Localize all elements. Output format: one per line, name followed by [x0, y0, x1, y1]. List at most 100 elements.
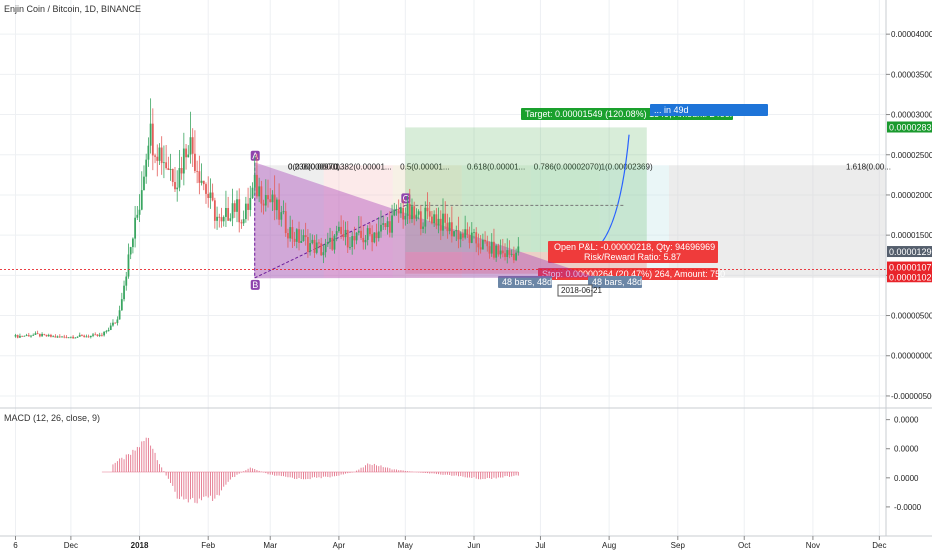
candle-body [473, 232, 475, 234]
candle-body [295, 229, 298, 242]
candle-body [165, 162, 168, 169]
candle-body [428, 211, 431, 217]
candle-body [331, 237, 334, 250]
bars-right-label-box [588, 276, 642, 288]
candle-body [81, 334, 83, 336]
candle-body [36, 333, 39, 335]
candle-body [464, 229, 467, 238]
candle-body [85, 336, 88, 338]
candle-body [207, 193, 210, 198]
candle-body [213, 200, 216, 221]
candle-body [293, 238, 296, 242]
candle-body [291, 227, 294, 239]
fib-level-label: 0.618(0.00001... [467, 162, 525, 171]
price-axis: 0.00004000 0.00003500 0.00003000 0.00002500… [885, 0, 932, 536]
macd-tick-label: 0.0000 [894, 445, 919, 454]
candle-body [479, 247, 482, 250]
candle-body [72, 336, 74, 339]
candle-body [198, 171, 201, 183]
candle-body [158, 147, 161, 161]
target-zone [405, 127, 647, 253]
triangle-point-marker [250, 279, 260, 290]
candle-body [180, 168, 183, 174]
candle-body [267, 194, 269, 200]
candle-body [149, 123, 152, 146]
candle-body [400, 207, 402, 214]
candle-body [38, 334, 41, 337]
candle-body [369, 228, 371, 235]
candle-body [251, 187, 254, 198]
candle-body [156, 156, 159, 161]
candle-body [411, 206, 413, 220]
candle-body [326, 241, 329, 245]
time-tick-label: 6 [13, 541, 18, 550]
candle-body [282, 211, 285, 213]
candle-body [402, 207, 405, 220]
candle-body [315, 242, 318, 253]
candle-body [21, 335, 24, 337]
candle-body [490, 241, 493, 254]
candle-body [360, 230, 362, 238]
triangle-point-marker [401, 193, 411, 204]
candle-body [151, 123, 154, 156]
candle-body [426, 207, 429, 212]
price-tick-label: 0.00000500 [891, 312, 932, 321]
candle-body [510, 253, 513, 255]
price-tick-label: 0.00002000 [891, 191, 932, 200]
candle-body [462, 233, 464, 238]
candle-body [508, 250, 511, 255]
candle-body [435, 214, 438, 226]
candle-body [107, 329, 110, 332]
candle-body [404, 215, 407, 220]
candle-body [134, 217, 137, 239]
candle-body [433, 214, 436, 224]
price-badge [887, 261, 932, 273]
candle-body [355, 232, 358, 241]
candle-body [499, 250, 502, 255]
fib-level-label: 1(0.00002369) [601, 162, 653, 171]
candle-body [25, 335, 28, 336]
target-label: Target: 0.00001549 (120.08%) 1549, Amoun… [525, 109, 742, 119]
candle-body [439, 218, 442, 231]
stop-label: Stop: 0.00000264 (20.47%) 264, Amount: 7… [542, 269, 725, 279]
candle-body [120, 299, 123, 311]
candle-body [63, 336, 66, 338]
candle-body [349, 246, 351, 248]
candle-body [174, 182, 176, 190]
candle-body [54, 336, 57, 338]
candle-body [61, 336, 63, 338]
candle-body [340, 226, 343, 235]
candle-body [98, 334, 101, 336]
candle-body [298, 229, 300, 243]
candle-body [127, 254, 130, 277]
candle-body [377, 231, 380, 239]
candle-body [278, 199, 280, 220]
candle-body [446, 222, 449, 232]
candle-body [202, 180, 205, 185]
grid-lines [0, 0, 886, 536]
candle-body [100, 334, 103, 336]
candle-body [103, 331, 106, 336]
candle-body [65, 337, 68, 339]
candle-body [78, 334, 81, 337]
time-tick-label: Mar [263, 541, 277, 550]
macd-tick-label: -0.0000 [894, 503, 922, 512]
candle-body [391, 215, 393, 233]
candle-body [320, 243, 323, 256]
bars-right-label: 48 bars, 48d [592, 277, 642, 287]
candle-body [145, 159, 148, 177]
candle-body [182, 148, 185, 174]
price-badge [887, 246, 932, 258]
candle-body [351, 236, 354, 247]
candle-body [233, 203, 236, 212]
candle-body [393, 209, 396, 216]
candle-body [408, 203, 411, 220]
price-tick-label: 0.00002500 [891, 151, 932, 160]
candle-body [260, 186, 263, 204]
price-tick-label: 0.00004000 [891, 30, 932, 39]
candle-body [249, 197, 252, 210]
candle-body [431, 216, 433, 224]
candle-body [444, 213, 447, 223]
candle-body [302, 235, 305, 241]
